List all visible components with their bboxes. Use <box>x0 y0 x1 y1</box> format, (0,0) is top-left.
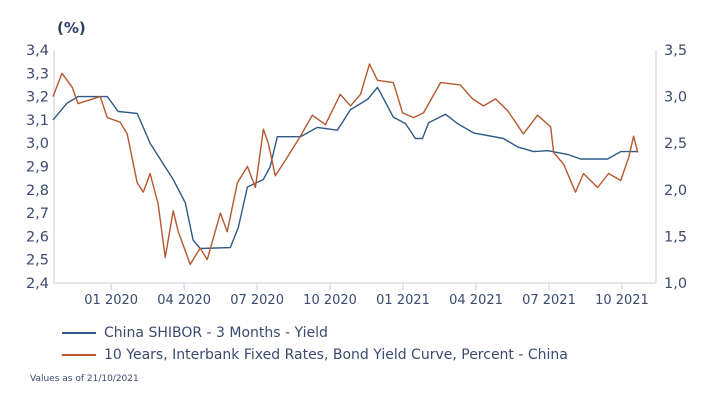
right-tick-label: 2,5 <box>664 136 687 152</box>
left-tick-label: 2,8 <box>26 183 49 199</box>
left-tick-label: 2,7 <box>26 206 49 222</box>
right-tick-label: 3,5 <box>664 43 687 59</box>
left-tick-label: 3,2 <box>26 90 49 106</box>
left-tick-label: 2,6 <box>26 229 49 245</box>
left-tick-label: 3,0 <box>26 136 49 152</box>
legend-swatch-shibor <box>62 332 96 334</box>
series-line-shibor <box>52 86 638 250</box>
x-tick-label: 01 2020 <box>84 293 138 308</box>
legend-item-bond: 10 Years, Interbank Fixed Rates, Bond Yi… <box>62 347 568 363</box>
left-tick-label: 2,9 <box>26 160 49 176</box>
right-tick-label: 1,5 <box>664 229 687 245</box>
left-tick-label: 3,4 <box>26 43 49 59</box>
x-tick-label: 07 2020 <box>230 293 284 308</box>
left-tick-label: 2,4 <box>26 276 49 292</box>
x-tick-label: 10 2021 <box>595 293 649 308</box>
values-as-of-note: Values as of 21/10/2021 <box>30 374 139 384</box>
left-tick-label: 3,1 <box>26 113 49 129</box>
x-tick-label: 10 2020 <box>303 293 357 308</box>
unit-label: (%) <box>57 19 86 37</box>
legend-item-shibor: China SHIBOR - 3 Months - Yield <box>62 325 328 341</box>
legend-label-bond: 10 Years, Interbank Fixed Rates, Bond Yi… <box>104 347 568 363</box>
x-tick-label: 04 2020 <box>157 293 211 308</box>
legend-swatch-bond <box>62 354 96 356</box>
right-tick-label: 2,0 <box>664 183 687 199</box>
series-line-bond-yield <box>52 63 639 266</box>
chart-plot: 2,4 2,5 2,6 2,7 2,8 2,9 3,0 3,1 3,2 3,3 3,4 1,0 1,5 2… <box>26 43 687 308</box>
left-tick-label: 3,3 <box>26 66 49 82</box>
right-tick-label: 3,0 <box>664 90 687 106</box>
left-tick-label: 2,5 <box>26 253 49 269</box>
x-tick-label: 01 2021 <box>376 293 430 308</box>
legend-label-shibor: China SHIBOR - 3 Months - Yield <box>104 325 328 341</box>
x-tick-label: 07 2021 <box>522 293 576 308</box>
x-tick-label: 04 2021 <box>449 293 503 308</box>
right-tick-label: 1,0 <box>664 276 687 292</box>
